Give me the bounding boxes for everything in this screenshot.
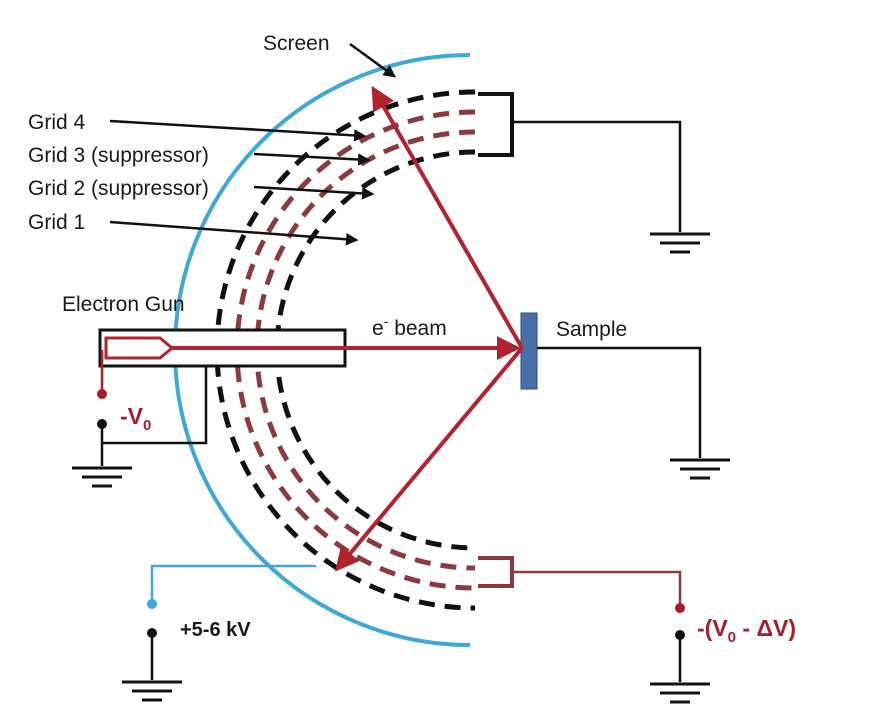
diffracted-beam-down-arrow [334, 346, 524, 572]
grid-1-label: Grid 1 [28, 211, 85, 234]
suppressor-voltage-label: -(V0 - ΔV) [697, 615, 796, 646]
grid-1-arc [274, 149, 476, 551]
screen-label: Screen [263, 32, 330, 55]
ground-icon-screen [122, 680, 182, 702]
grid-4-label: Grid 4 [28, 111, 86, 134]
grid-3-pointer [253, 152, 371, 166]
sample-wire [537, 346, 702, 458]
ground-icon-bottom-right [650, 682, 710, 704]
screen-pointer [349, 42, 397, 78]
gun-voltage-label: -V0 [120, 403, 151, 434]
suppressor-grid-wire [512, 570, 682, 604]
ground-icon-sample [670, 458, 730, 480]
electron-gun-cathode [104, 336, 175, 360]
sample-label: Sample [556, 318, 627, 341]
suppressor-grid-bracket [478, 556, 514, 588]
grid-2-pointer [253, 185, 375, 200]
outer-grid-wire [512, 120, 682, 232]
gun-terminal-top [97, 389, 107, 399]
beam-label: e- beam [372, 313, 447, 340]
grid-4-pointer [109, 119, 367, 142]
ground-icon-top-right [650, 232, 710, 254]
screen-terminal-top [147, 599, 157, 609]
screen-voltage-label: +5-6 kV [180, 619, 251, 641]
diffracted-beam-up-arrow [371, 85, 524, 349]
grid-2-label: Grid 2 (suppressor) [28, 177, 209, 200]
ground-icon-gun [72, 466, 132, 488]
grid-3-label: Grid 3 (suppressor) [28, 144, 209, 167]
grid-1-pointer [109, 220, 359, 246]
suppressor-terminal-top [675, 603, 685, 613]
gun-return-wire [100, 366, 208, 445]
screen-supply-wire [150, 564, 316, 600]
outer-grid-bracket [478, 92, 514, 157]
electron-gun-label: Electron Gun [62, 293, 185, 316]
sample-plate [520, 312, 538, 390]
